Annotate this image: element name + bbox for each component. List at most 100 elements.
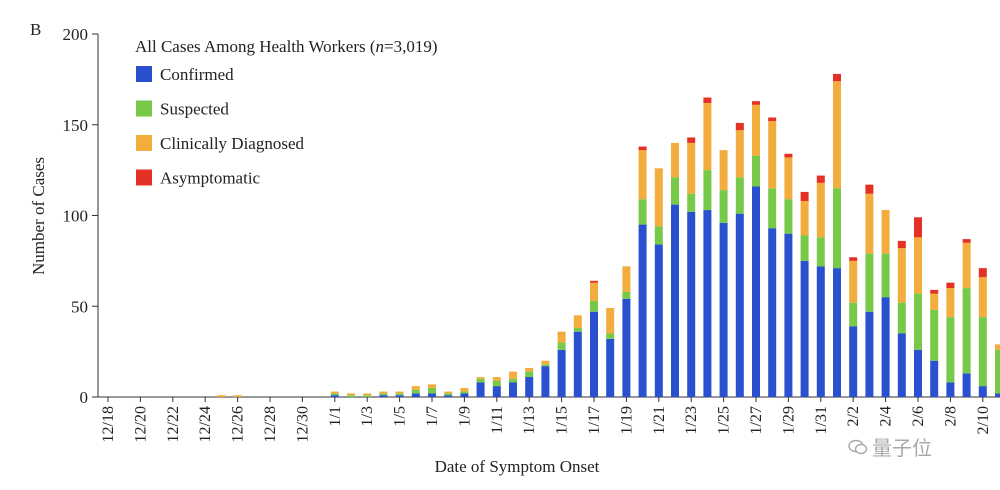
bar-segment-clinically-diagnosed [347, 393, 355, 396]
x-tick-label: 1/1 [327, 406, 344, 426]
x-tick-label: 1/7 [424, 406, 441, 426]
bar-segment-confirmed [638, 224, 647, 397]
bar-segment-confirmed [525, 377, 534, 397]
bar-segment-confirmed [930, 360, 939, 397]
legend-title: All Cases Among Health Workers (n=3,019) [135, 37, 438, 56]
bar-segment-clinically-diagnosed [816, 182, 825, 238]
x-tick-label: 12/26 [230, 406, 247, 442]
bar-segment-suspected [330, 393, 339, 396]
bar-segment-clinically-diagnosed [363, 393, 372, 396]
legend-label: Clinically Diagnosed [160, 134, 305, 153]
x-tick-label: 12/18 [100, 406, 117, 442]
bar-segment-suspected [606, 333, 615, 339]
legend: All Cases Among Health Workers (n=3,019)… [135, 37, 438, 188]
x-tick-label: 1/27 [748, 406, 765, 434]
bar-segment-asymptomatic [930, 289, 939, 294]
bar-segment-clinically-diagnosed [622, 266, 631, 292]
legend-swatch [136, 169, 152, 186]
bar-segment-suspected [768, 188, 777, 229]
bar-segment-suspected [411, 389, 420, 394]
bar-segment-suspected [978, 317, 987, 387]
bar-segment-clinically-diagnosed [217, 395, 226, 397]
bar-segment-suspected [541, 364, 550, 367]
bar-segment-clinically-diagnosed [444, 391, 453, 394]
bar-segment-suspected [557, 342, 566, 350]
bar-segment-suspected [914, 293, 922, 350]
bar-segment-clinically-diagnosed [525, 367, 534, 372]
bar-segment-confirmed [573, 331, 582, 397]
bar-segment-suspected [671, 177, 679, 205]
bar-segment-confirmed [784, 233, 793, 397]
bar-segment-confirmed [735, 213, 744, 397]
bar-segment-clinically-diagnosed [395, 391, 404, 394]
y-axis-label: Number of Cases [29, 157, 48, 275]
bar-segment-confirmed [914, 349, 922, 397]
x-tick-label: 1/23 [683, 406, 700, 434]
bar-segment-clinically-diagnosed [865, 193, 874, 254]
bar-segment-clinically-diagnosed [687, 142, 696, 194]
bar-segment-asymptomatic [833, 73, 841, 82]
bar-segment-suspected [460, 391, 469, 394]
x-tick-label: 2/2 [845, 406, 862, 426]
bar-segment-confirmed [849, 326, 858, 397]
bar-segment-clinically-diagnosed [428, 384, 436, 388]
bar-segment-suspected [897, 302, 906, 334]
bar-segment-clinically-diagnosed [881, 210, 890, 254]
x-tick-label: 2/6 [910, 406, 927, 426]
bar-segment-clinically-diagnosed [978, 277, 987, 318]
bar-segment-confirmed [411, 393, 420, 397]
bar-segment-asymptomatic [784, 153, 793, 158]
bar-segment-clinically-diagnosed [330, 391, 339, 394]
bar-segment-suspected [509, 378, 517, 383]
bar-segment-suspected [654, 226, 663, 245]
legend-title-prefix: All Cases Among Health Workers ( [135, 37, 376, 56]
bar-segment-clinically-diagnosed [671, 142, 679, 178]
bar-segment-confirmed [865, 311, 874, 397]
bar-segment-suspected [800, 235, 809, 261]
bar-segment-confirmed [330, 395, 339, 397]
bar-segment-confirmed [541, 366, 550, 397]
bar-segment-clinically-diagnosed [800, 200, 809, 236]
bar-segment-asymptomatic [914, 217, 922, 238]
bar-segment-clinically-diagnosed [460, 387, 469, 392]
x-tick-label: 1/21 [651, 406, 668, 434]
bar-segment-suspected [833, 188, 841, 269]
bar-segment-confirmed [444, 395, 453, 397]
bar-segment-clinically-diagnosed [735, 130, 744, 178]
x-tick-label: 1/31 [813, 406, 830, 434]
bar-segment-confirmed [703, 210, 712, 397]
bar-segment-asymptomatic [962, 239, 971, 243]
x-tick-label: 1/25 [716, 406, 733, 434]
x-tick-label: 12/20 [132, 406, 149, 442]
bar-segment-clinically-diagnosed [703, 102, 712, 171]
bars [217, 73, 1000, 397]
bar-segment-suspected [930, 309, 939, 361]
bar-segment-confirmed [962, 373, 971, 397]
bar-segment-clinically-diagnosed [606, 308, 615, 334]
y-tick-label: 150 [63, 116, 89, 135]
bar-segment-confirmed [687, 211, 696, 397]
bar-segment-clinically-diagnosed [930, 293, 939, 310]
bar-segment-confirmed [881, 297, 890, 397]
bar-segment-asymptomatic [946, 282, 955, 289]
bar-segment-asymptomatic [816, 175, 825, 183]
bar-segment-asymptomatic [752, 101, 760, 105]
bar-segment-suspected [492, 380, 501, 387]
x-axis-label: Date of Symptom Onset [435, 457, 600, 476]
bar-segment-confirmed [654, 244, 663, 397]
bar-segment-clinically-diagnosed [833, 81, 841, 189]
x-tick-label: 1/5 [392, 406, 409, 426]
bar-segment-confirmed [590, 311, 598, 397]
y-axis: 0 50 100 150 200 [63, 25, 99, 407]
x-tick-label: 12/30 [294, 406, 311, 442]
bar-segment-confirmed [978, 386, 987, 397]
bar-segment-asymptomatic [687, 137, 696, 143]
legend-swatch [136, 100, 152, 117]
bar-segment-clinically-diagnosed [752, 104, 760, 156]
bar-segment-confirmed [719, 222, 728, 397]
bar-segment-clinically-diagnosed [995, 344, 1000, 350]
y-tick-label: 100 [63, 207, 89, 226]
bar-segment-confirmed [833, 268, 841, 397]
bar-segment-clinically-diagnosed [492, 377, 501, 381]
